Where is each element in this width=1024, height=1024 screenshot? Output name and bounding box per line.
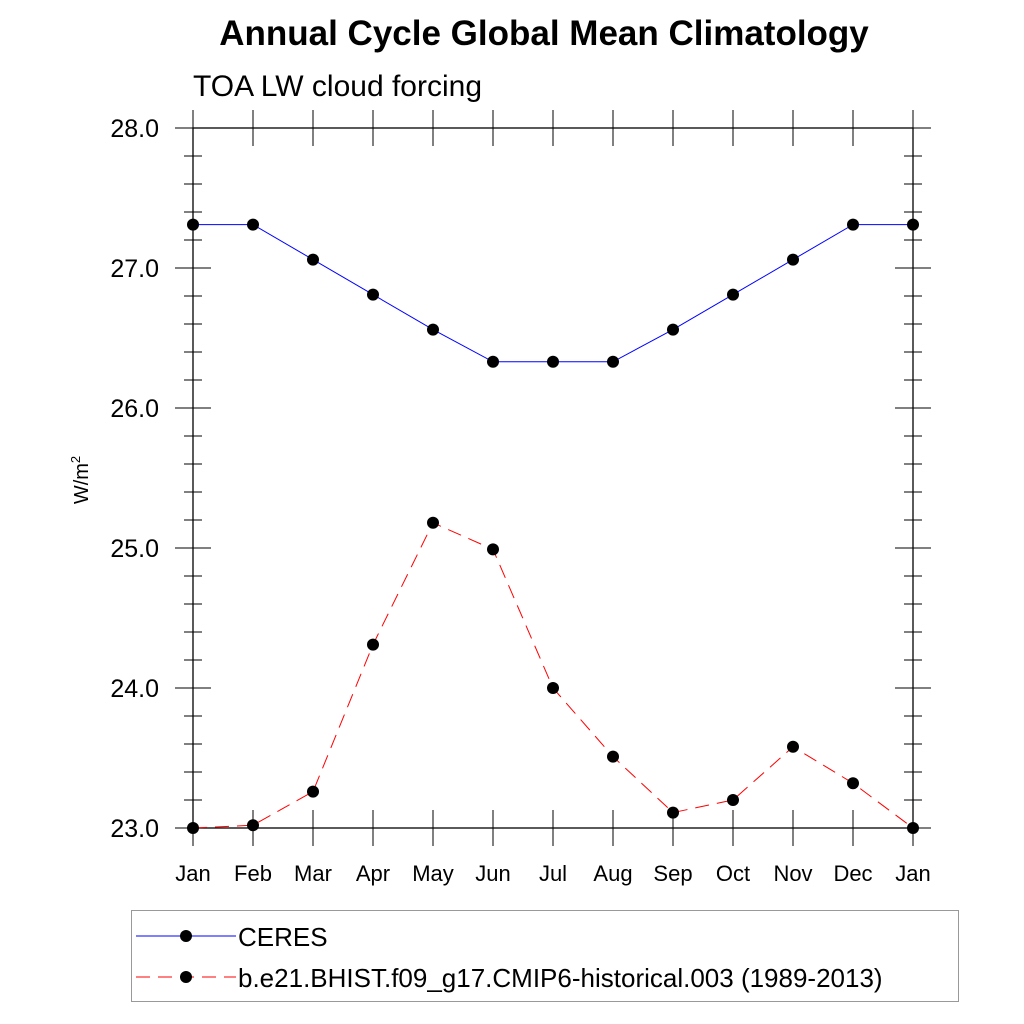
x-tick-label: Mar	[294, 861, 332, 886]
series-line-0	[193, 224, 913, 363]
series-0-point	[307, 253, 319, 266]
series-1-point	[427, 516, 439, 529]
series-0-point	[187, 218, 199, 231]
y-tick-label: 23.0	[110, 815, 159, 843]
x-tick-label: Jan	[175, 861, 210, 886]
series-1-point	[187, 822, 199, 834]
plot-frame	[192, 127, 914, 829]
x-tick-label: Oct	[716, 861, 750, 886]
y-axis-label-superscript: 2	[68, 456, 83, 463]
legend-symbols	[136, 930, 236, 983]
x-tick-label: Jan	[895, 861, 930, 886]
series-0-point	[247, 218, 259, 231]
x-tick-label: Apr	[356, 861, 390, 886]
series-1-point	[607, 750, 619, 763]
legend-label-model: b.e21.BHIST.f09_g17.CMIP6-historical.003…	[238, 963, 883, 993]
series-0-point	[787, 253, 799, 266]
y-axis-label-text: W/m	[71, 463, 93, 504]
series-1-point	[307, 785, 319, 798]
x-tick-label: Dec	[833, 861, 872, 886]
y-tick-label: 28.0	[110, 115, 159, 143]
x-tick-label: Jul	[539, 861, 567, 886]
legend-label-ceres: CERES	[238, 922, 328, 952]
legend: CERES b.e21.BHIST.f09_g17.CMIP6-historic…	[131, 910, 959, 1002]
x-tick-label: Aug	[593, 861, 632, 886]
series-1-point	[847, 777, 859, 790]
y-tick-label: 26.0	[110, 395, 159, 423]
series-0-point	[427, 323, 439, 336]
chart-subtitle: TOA LW cloud forcing	[193, 70, 483, 103]
series-1-point	[727, 794, 739, 806]
series-0-point	[367, 288, 379, 301]
legend-marker-model	[180, 971, 192, 983]
series-0-point	[487, 355, 499, 368]
axis-ticks: 23.0 24.0 25.0 26.0 27.0 28.0 Jan Feb Mar Apr May J…	[110, 110, 931, 886]
series-1-point	[367, 638, 379, 651]
x-tick-label: May	[412, 861, 454, 886]
legend-marker-ceres	[180, 930, 192, 942]
series-1-point	[247, 819, 259, 832]
y-axis-label: W/m2	[68, 456, 93, 504]
series-1-point	[907, 822, 919, 834]
y-tick-label: 27.0	[110, 255, 159, 283]
x-tick-label: Jun	[475, 861, 510, 886]
series-0-point	[607, 355, 619, 368]
series-0-point	[727, 288, 739, 301]
y-tick-label: 24.0	[110, 675, 159, 703]
series-1-point	[667, 806, 679, 819]
series-0-point	[847, 218, 859, 231]
series-0-point	[667, 323, 679, 336]
y-tick-label: 25.0	[110, 535, 159, 563]
series-1-point	[487, 543, 499, 556]
series-1-point	[787, 740, 799, 753]
series-0-point	[547, 355, 559, 368]
series-line-1	[192, 522, 914, 829]
series-1-point	[547, 682, 559, 694]
chart-title: Annual Cycle Global Mean Climatology	[219, 14, 869, 53]
x-tick-label: Nov	[773, 861, 812, 886]
x-tick-label: Sep	[653, 861, 692, 886]
x-tick-label: Feb	[234, 861, 272, 886]
series-layer	[187, 218, 919, 834]
series-0-point	[907, 218, 919, 231]
